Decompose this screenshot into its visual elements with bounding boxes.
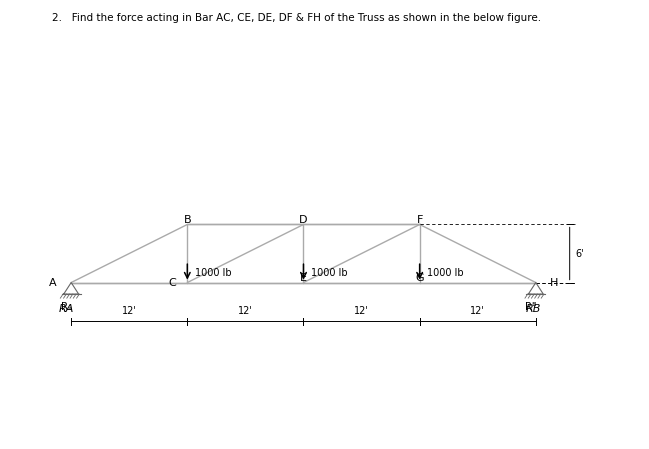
- Text: H: H: [550, 277, 559, 287]
- Text: 6': 6': [576, 248, 584, 259]
- Text: D: D: [299, 215, 308, 224]
- Text: Rₐ: Rₐ: [61, 302, 72, 312]
- Text: C: C: [168, 277, 176, 287]
- Text: E: E: [300, 273, 307, 283]
- Text: 1000 lb: 1000 lb: [428, 268, 464, 278]
- Text: RA: RA: [58, 304, 74, 313]
- Text: B: B: [184, 215, 191, 224]
- Text: 1000 lb: 1000 lb: [312, 268, 348, 278]
- Text: 12': 12': [238, 306, 253, 317]
- Text: G: G: [415, 273, 424, 283]
- Text: A: A: [49, 277, 56, 287]
- Text: 1000 lb: 1000 lb: [195, 268, 232, 278]
- Text: 2.   Find the force acting in Bar AC, CE, DE, DF & FH of the Truss as shown in t: 2. Find the force acting in Bar AC, CE, …: [52, 13, 541, 23]
- Text: RB: RB: [526, 304, 541, 313]
- Text: Rᴮ: Rᴮ: [525, 302, 537, 312]
- Text: 12': 12': [122, 306, 137, 317]
- Text: F: F: [417, 215, 423, 224]
- Text: 12': 12': [471, 306, 485, 317]
- Text: 12': 12': [354, 306, 369, 317]
